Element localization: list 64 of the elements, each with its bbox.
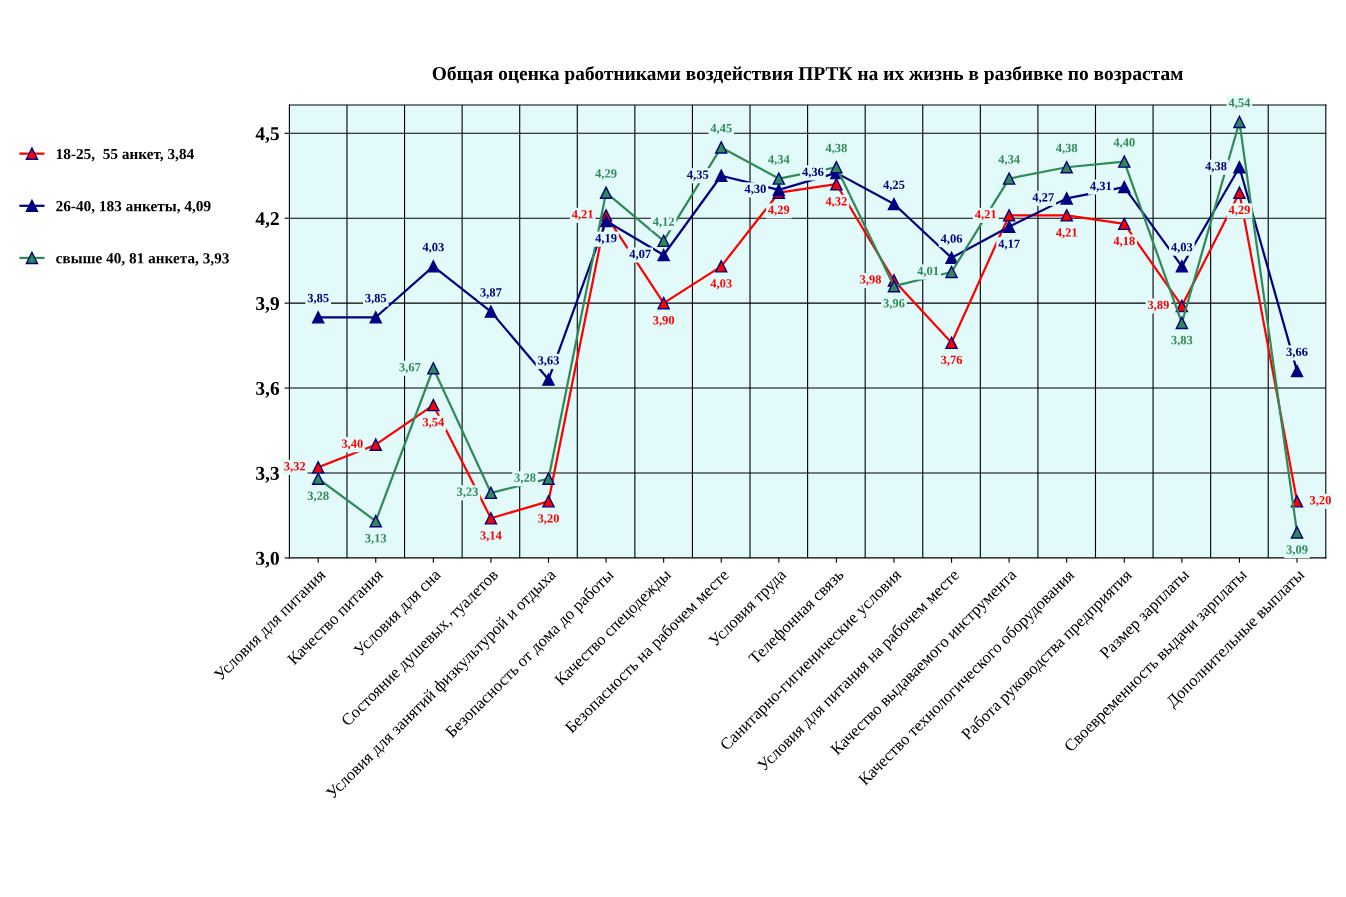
data-label: 3,20 <box>1309 496 1331 507</box>
data-label: 3,09 <box>1286 545 1308 556</box>
data-label: 4,45 <box>710 124 732 135</box>
y-tick-label: 4,2 <box>255 212 279 228</box>
legend-label: свыше 40, 81 анкета, 3,93 <box>56 253 229 266</box>
data-label: 3,85 <box>307 293 329 305</box>
chart-title: Общая оценка работниками воздействия ПРТК на их жизнь в разбивке по возрастам <box>432 66 1183 85</box>
data-label: 4,40 <box>1113 138 1135 149</box>
data-label: 3,96 <box>883 299 905 310</box>
data-label: 3,13 <box>365 534 387 545</box>
data-label: 3,40 <box>341 439 363 450</box>
y-tick-label: 3,0 <box>256 551 279 568</box>
data-label: 4,03 <box>422 242 444 254</box>
data-label: 4,18 <box>1113 236 1135 247</box>
data-label: 4,38 <box>1205 161 1227 173</box>
data-label: 3,32 <box>284 462 306 473</box>
data-label: 4,38 <box>1055 143 1078 155</box>
data-label: 4,31 <box>1090 181 1112 192</box>
data-label: 4,21 <box>1055 228 1077 239</box>
data-label: 3,54 <box>422 417 445 429</box>
data-label: 3,89 <box>1147 300 1169 311</box>
data-label: 3,23 <box>457 487 478 498</box>
data-label: 4,12 <box>652 217 675 228</box>
data-label: 4,01 <box>917 266 939 277</box>
data-label: 4,21 <box>571 210 593 221</box>
data-label: 4,35 <box>687 170 709 181</box>
data-label: 4,06 <box>940 234 963 245</box>
data-label: 3,87 <box>480 288 502 299</box>
data-label: 4,54 <box>1228 98 1251 109</box>
data-label: 4,25 <box>883 180 905 191</box>
data-label: 3,28 <box>514 473 536 484</box>
data-label: 3,76 <box>941 355 963 366</box>
data-label: 4,21 <box>974 210 996 221</box>
y-tick-label: 3,3 <box>256 466 279 483</box>
data-label: 3,63 <box>538 356 559 367</box>
data-label: 4,32 <box>825 197 847 208</box>
data-label: 4,36 <box>802 167 824 178</box>
data-label: 4,27 <box>1032 193 1054 204</box>
data-label: 3,66 <box>1286 347 1308 358</box>
data-label: 4,03 <box>1171 242 1193 254</box>
data-label: 3,98 <box>860 275 882 286</box>
data-label: 4,29 <box>768 205 790 216</box>
data-label: 4,07 <box>629 249 651 260</box>
data-label: 4,34 <box>768 155 790 166</box>
data-label: 3,14 <box>480 531 502 542</box>
data-label: 3,20 <box>538 514 559 525</box>
data-label: 3,85 <box>365 293 387 305</box>
legend-label: 18-25, 55 анкет, 3,84 <box>56 148 194 162</box>
y-tick-label: 3,9 <box>256 297 279 313</box>
data-label: 3,90 <box>653 315 675 327</box>
data-label: 4,34 <box>998 155 1020 166</box>
data-label: 4,30 <box>744 184 766 195</box>
data-label: 4,29 <box>595 169 617 180</box>
legend-label: 26-40, 183 анкеты, 4,09 <box>56 200 211 214</box>
data-label: 4,03 <box>710 279 732 290</box>
data-label: 4,38 <box>825 143 847 155</box>
data-label: 3,83 <box>1171 335 1193 347</box>
data-label: 4,17 <box>998 239 1020 250</box>
data-label: 3,28 <box>307 491 329 502</box>
data-label: 4,29 <box>1228 205 1250 216</box>
data-label: 4,19 <box>595 233 617 245</box>
data-label: 3,67 <box>399 362 421 374</box>
y-tick-label: 4,5 <box>255 127 279 144</box>
y-tick-label: 3,6 <box>256 381 280 398</box>
